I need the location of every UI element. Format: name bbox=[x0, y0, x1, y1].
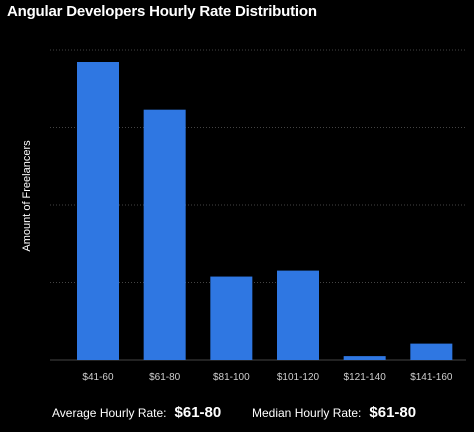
bar-1 bbox=[143, 109, 186, 361]
average-rate-value: $61-80 bbox=[174, 404, 222, 421]
x-tick-label: $61-80 bbox=[149, 372, 181, 383]
median-rate: Median Hourly Rate: $61-80 bbox=[252, 404, 416, 422]
average-rate-label: Average Hourly Rate: bbox=[52, 406, 167, 420]
x-tick-labels: $41-60 $61-80 $81-100 $101-120 $121-140 $141-… bbox=[82, 372, 452, 383]
median-rate-label: Median Hourly Rate: bbox=[252, 406, 362, 420]
gridlines bbox=[50, 49, 466, 361]
bar-2 bbox=[210, 276, 253, 360]
bar-chart: $41-60 $61-80 $81-100 $101-120 $121-140 $141-… bbox=[50, 49, 466, 383]
x-tick-label: $121-140 bbox=[344, 372, 387, 383]
bar-4 bbox=[343, 356, 386, 360]
bar-5 bbox=[410, 343, 453, 360]
bar-3 bbox=[277, 270, 319, 360]
median-rate-value: $61-80 bbox=[369, 404, 417, 421]
chart-title: Angular Developers Hourly Rate Distribut… bbox=[7, 3, 317, 20]
average-rate: Average Hourly Rate: $61-80 bbox=[52, 404, 221, 422]
x-tick-label: $101-120 bbox=[277, 372, 320, 383]
x-tick-label: $81-100 bbox=[213, 372, 250, 383]
y-axis-label: Amount of Freelancers bbox=[21, 140, 33, 252]
x-tick-label: $41-60 bbox=[82, 372, 114, 383]
x-tick-label: $141-160 bbox=[410, 372, 453, 383]
bar-0 bbox=[77, 62, 119, 360]
bars bbox=[77, 62, 453, 361]
